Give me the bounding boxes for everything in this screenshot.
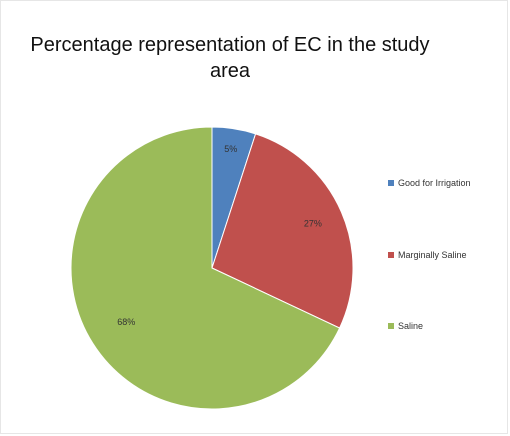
pie-slice-saline: [70, 126, 341, 410]
legend-item-saline: Saline: [388, 321, 423, 331]
legend: Good for Irrigation Marginally Saline Sa…: [388, 0, 508, 436]
data-label-good-for-irrigation: 5%: [224, 144, 237, 154]
pie-slice-marginally-saline: [211, 133, 354, 329]
legend-label: Saline: [398, 321, 424, 331]
chart-title-line-2: area: [209, 60, 251, 82]
pie-slices: [70, 126, 354, 410]
legend-swatch: [388, 323, 394, 329]
data-label-marginally-saline: 27%: [304, 219, 322, 229]
legend-label: Marginally Saline: [398, 250, 467, 260]
legend-label: Good for Irrigation: [398, 178, 471, 188]
legend-item-marginally-saline: Marginally Saline: [388, 250, 467, 260]
pie-data-labels: 5% 27% 68%: [117, 144, 322, 327]
data-label-saline: 68%: [117, 317, 135, 327]
chart-title-line-1: Percentage representation of EC in the s…: [30, 34, 430, 56]
legend-item-good-for-irrigation: Good for Irrigation: [388, 178, 471, 188]
legend-swatch: [388, 252, 394, 258]
legend-swatch: [388, 180, 394, 186]
